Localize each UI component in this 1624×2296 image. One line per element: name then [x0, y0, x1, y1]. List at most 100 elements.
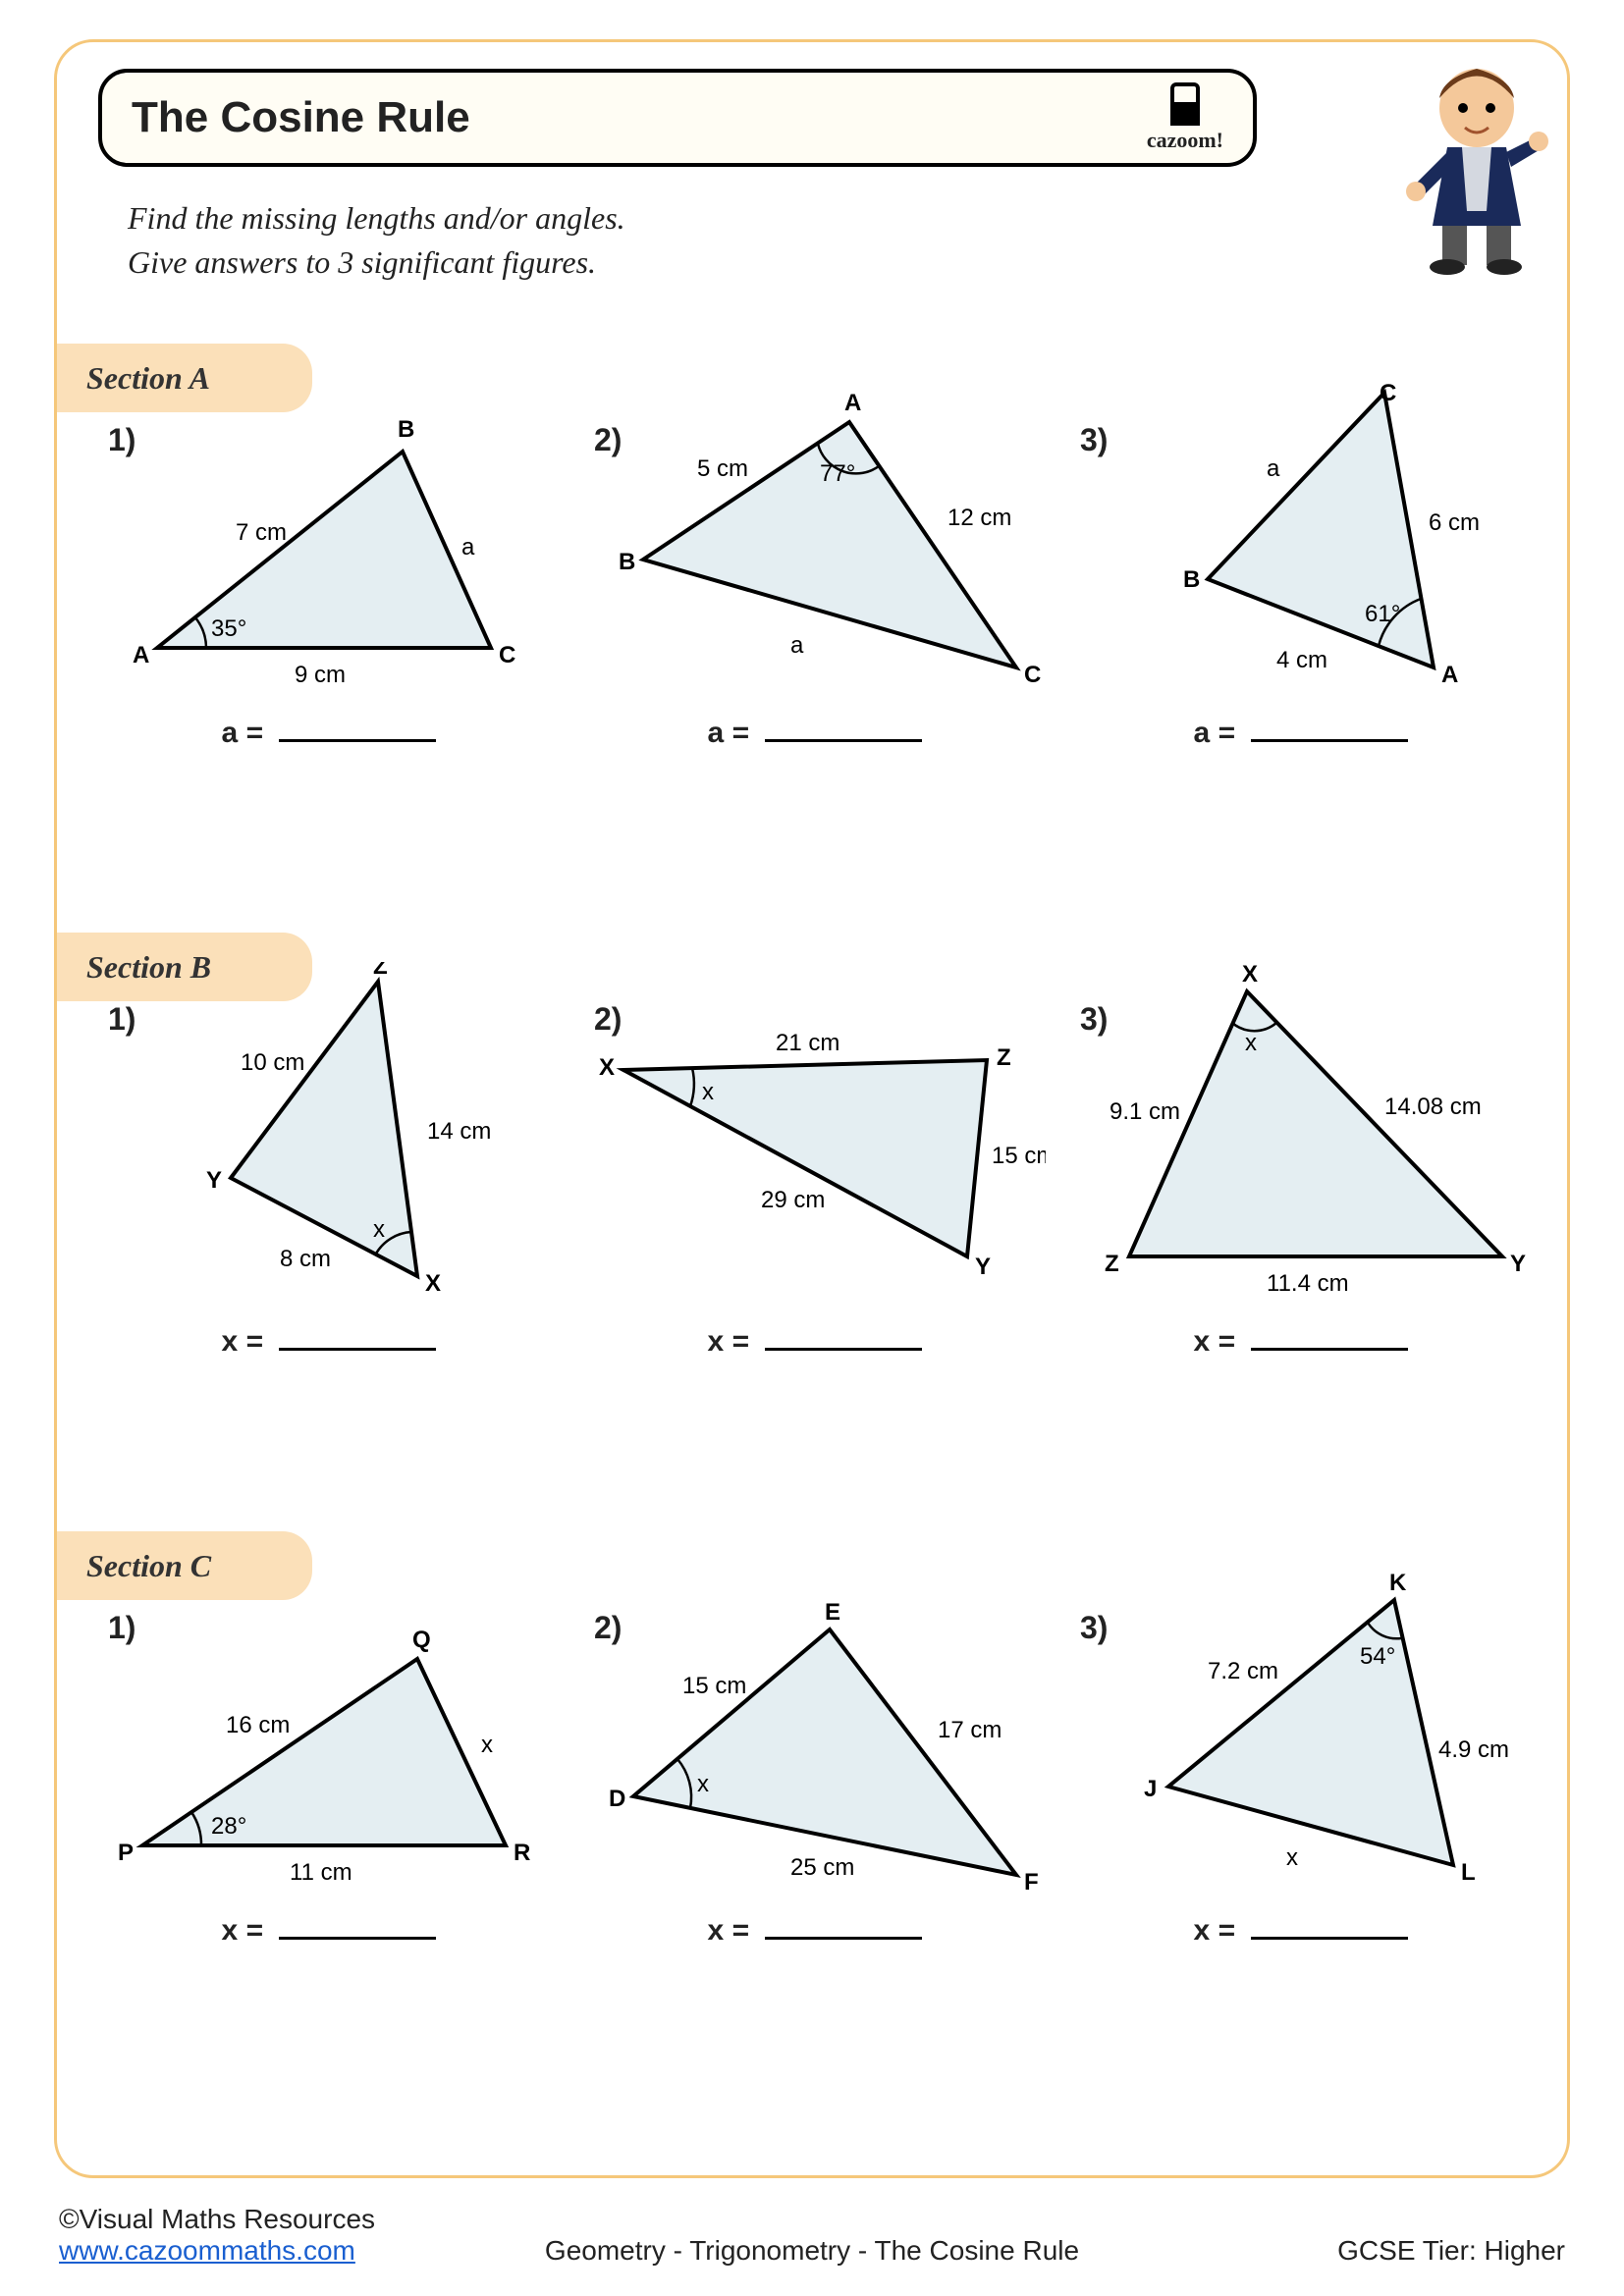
svg-text:Z: Z: [997, 1044, 1011, 1071]
svg-text:X: X: [1242, 962, 1258, 988]
answer-line-b2: x =: [584, 1325, 1046, 1359]
svg-text:x: x: [697, 1771, 709, 1797]
problem-a1: 1) A B C 7 cm 9 cm a 35° a =: [98, 383, 560, 750]
svg-text:11 cm: 11 cm: [290, 1859, 352, 1886]
svg-text:15 cm: 15 cm: [992, 1143, 1046, 1169]
triangle-b2: X Z Y 21 cm 15 cm 29 cm x: [584, 962, 1046, 1315]
svg-text:B: B: [1183, 566, 1200, 593]
triangle-b1: Z Y X 10 cm 14 cm 8 cm x: [133, 962, 525, 1315]
logo: cazoom!: [1147, 82, 1223, 153]
answer-line-b1: x =: [98, 1325, 560, 1359]
svg-text:14 cm: 14 cm: [427, 1118, 491, 1145]
footer-copyright: ©Visual Maths Resources: [59, 2204, 1565, 2235]
footer-link[interactable]: www.cazoommaths.com: [59, 2235, 355, 2266]
problem-b3: 3) X Z Y 9.1 cm 14.08 cm 11.4 cm x x =: [1070, 962, 1532, 1359]
svg-text:K: K: [1389, 1571, 1407, 1596]
svg-text:29 cm: 29 cm: [761, 1187, 825, 1213]
svg-text:6 cm: 6 cm: [1429, 509, 1480, 536]
logo-text: cazoom!: [1147, 128, 1223, 153]
answer-line-b3: x =: [1070, 1325, 1532, 1359]
svg-text:Y: Y: [975, 1254, 991, 1280]
triangle-a1: A B C 7 cm 9 cm a 35°: [118, 383, 540, 707]
svg-text:Z: Z: [1105, 1251, 1119, 1277]
q-number: 3): [1080, 422, 1108, 458]
svg-text:12 cm: 12 cm: [947, 505, 1011, 531]
triangle-c2: E D F 15 cm 17 cm 25 cm x: [584, 1571, 1046, 1904]
svg-text:9.1 cm: 9.1 cm: [1110, 1098, 1180, 1125]
triangle-c3: K J L 7.2 cm 4.9 cm x 54°: [1090, 1571, 1512, 1904]
answer-line-a2: a =: [584, 717, 1046, 750]
q-number: 1): [108, 1001, 135, 1038]
problem-a3: 3) C B A 6 cm a 4 cm 61° a =: [1070, 383, 1532, 750]
section-c-row: 1) P Q R 16 cm 11 cm x 28° x = 2) E D F …: [98, 1571, 1532, 1948]
svg-text:8 cm: 8 cm: [280, 1246, 331, 1272]
svg-text:4.9 cm: 4.9 cm: [1438, 1736, 1509, 1763]
svg-text:28°: 28°: [211, 1813, 246, 1840]
svg-text:F: F: [1024, 1869, 1039, 1896]
section-a-row: 1) A B C 7 cm 9 cm a 35° a = 2) A B C 5 …: [98, 383, 1532, 750]
svg-text:17 cm: 17 cm: [938, 1717, 1001, 1743]
triangle-a2: A B C 5 cm 12 cm a 77°: [584, 383, 1046, 707]
svg-text:a: a: [1267, 455, 1280, 482]
problem-c2: 2) E D F 15 cm 17 cm 25 cm x x =: [584, 1571, 1046, 1948]
svg-text:77°: 77°: [820, 460, 855, 487]
svg-text:C: C: [1380, 383, 1396, 406]
svg-text:A: A: [844, 390, 861, 416]
footer: ©Visual Maths Resources www.cazoommaths.…: [59, 2204, 1565, 2267]
svg-text:7.2 cm: 7.2 cm: [1208, 1658, 1278, 1684]
svg-text:x: x: [702, 1079, 714, 1105]
svg-text:9 cm: 9 cm: [295, 662, 346, 688]
q-number: 1): [108, 1610, 135, 1646]
svg-text:14.08 cm: 14.08 cm: [1384, 1094, 1482, 1120]
svg-text:x: x: [481, 1732, 493, 1758]
answer-line-c1: x =: [98, 1914, 560, 1948]
svg-text:Y: Y: [206, 1167, 222, 1194]
q-number: 2): [594, 1001, 622, 1038]
problem-c3: 3) K J L 7.2 cm 4.9 cm x 54° x =: [1070, 1571, 1532, 1948]
svg-text:10 cm: 10 cm: [241, 1049, 304, 1076]
svg-text:5 cm: 5 cm: [697, 455, 748, 482]
svg-text:4 cm: 4 cm: [1276, 647, 1327, 673]
svg-text:A: A: [1441, 662, 1458, 688]
svg-text:L: L: [1461, 1859, 1476, 1886]
logo-icon: [1170, 82, 1200, 126]
svg-text:25 cm: 25 cm: [790, 1854, 854, 1881]
svg-text:21 cm: 21 cm: [776, 1030, 839, 1056]
svg-text:C: C: [499, 642, 515, 668]
instruction-line-1: Find the missing lengths and/or angles.: [128, 196, 625, 240]
triangle-a3: C B A 6 cm a 4 cm 61°: [1090, 383, 1512, 707]
q-number: 3): [1080, 1610, 1108, 1646]
svg-text:a: a: [790, 632, 804, 659]
problem-a2: 2) A B C 5 cm 12 cm a 77° a =: [584, 383, 1046, 750]
q-number: 1): [108, 422, 135, 458]
svg-text:x: x: [1286, 1844, 1298, 1871]
svg-text:a: a: [461, 534, 475, 561]
section-b-row: 1) Z Y X 10 cm 14 cm 8 cm x x = 2) X Z Y…: [98, 962, 1532, 1359]
svg-text:J: J: [1144, 1776, 1157, 1802]
problem-b2: 2) X Z Y 21 cm 15 cm 29 cm x x =: [584, 962, 1046, 1359]
answer-line-a3: a =: [1070, 717, 1532, 750]
svg-text:E: E: [825, 1599, 840, 1626]
q-number: 3): [1080, 1001, 1108, 1038]
footer-topic: Geometry - Trigonometry - The Cosine Rul…: [545, 2235, 1079, 2267]
svg-text:15 cm: 15 cm: [682, 1673, 746, 1699]
svg-text:61°: 61°: [1365, 601, 1400, 627]
footer-tier: GCSE Tier: Higher: [1337, 2235, 1565, 2267]
answer-line-c2: x =: [584, 1914, 1046, 1948]
answer-line-a1: a =: [98, 717, 560, 750]
problem-c1: 1) P Q R 16 cm 11 cm x 28° x =: [98, 1571, 560, 1948]
q-number: 2): [594, 1610, 622, 1646]
svg-text:Z: Z: [373, 962, 388, 980]
svg-text:R: R: [514, 1840, 530, 1866]
svg-text:B: B: [398, 416, 414, 443]
title-box: The Cosine Rule cazoom!: [98, 69, 1257, 167]
svg-text:D: D: [609, 1786, 625, 1812]
instructions: Find the missing lengths and/or angles. …: [128, 196, 625, 285]
svg-text:Q: Q: [412, 1627, 431, 1653]
svg-text:x: x: [1245, 1030, 1257, 1056]
svg-text:16 cm: 16 cm: [226, 1712, 290, 1738]
svg-text:X: X: [425, 1270, 441, 1297]
instruction-line-2: Give answers to 3 significant figures.: [128, 240, 625, 285]
triangle-c1: P Q R 16 cm 11 cm x 28°: [113, 1571, 545, 1904]
svg-text:7 cm: 7 cm: [236, 519, 287, 546]
